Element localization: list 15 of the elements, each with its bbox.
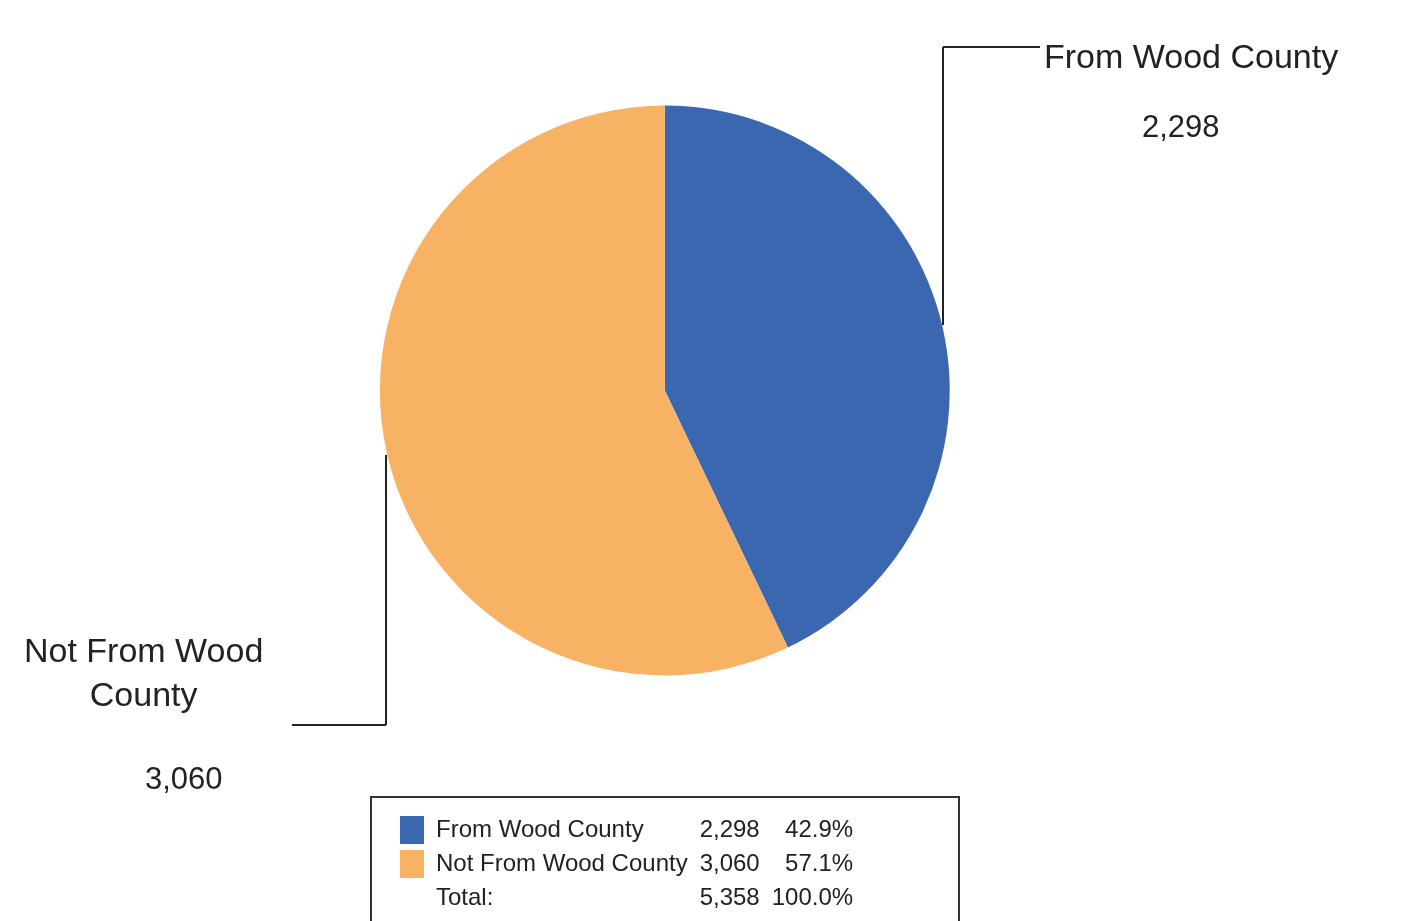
slice-label: Not From Wood County <box>24 631 264 714</box>
text: 57.1% <box>784 848 855 878</box>
slice-label: From Wood County <box>1044 37 1339 75</box>
pie-slice <box>380 105 788 675</box>
legend-label: From Wood County <box>435 814 645 844</box>
legend-label: Not From Wood County <box>435 848 689 878</box>
text: 5,358 <box>699 883 760 910</box>
data-label: 2,298 <box>1142 109 1220 144</box>
pie-slice <box>664 105 950 648</box>
data-label: 3,060 <box>698 848 761 878</box>
text: 42.9% <box>784 814 855 844</box>
text: 100.0% <box>771 883 854 910</box>
text: 2,298 <box>699 815 760 842</box>
text: Total: <box>435 882 495 912</box>
text: 3,060 <box>145 761 223 796</box>
